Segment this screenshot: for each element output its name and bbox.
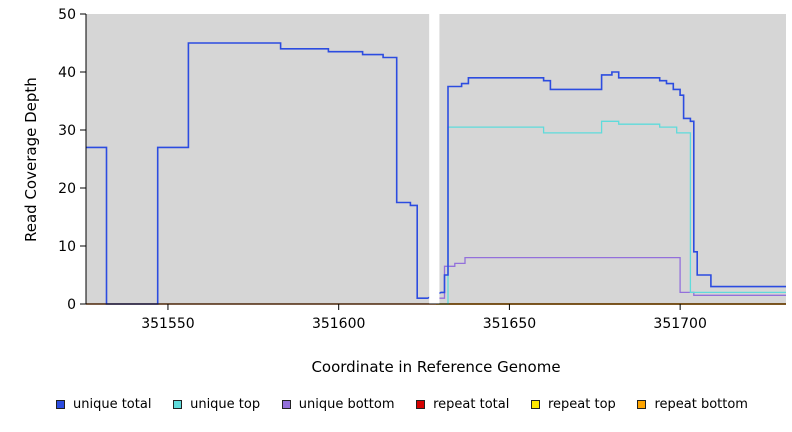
legend-item: unique total	[56, 397, 151, 412]
legend-label: repeat top	[548, 397, 616, 412]
y-tick-label: 20	[58, 181, 76, 197]
legend-label: unique total	[73, 397, 152, 412]
legend-item: unique bottom	[281, 397, 395, 412]
x-tick-label: 351600	[312, 316, 365, 332]
legend-swatch	[531, 400, 540, 409]
legend-label: repeat total	[433, 397, 510, 412]
coverage-gap-band	[429, 14, 440, 304]
legend-item: repeat total	[416, 397, 509, 412]
legend-swatch	[416, 400, 426, 409]
legend-item: repeat top	[531, 397, 616, 412]
legend-label: unique bottom	[298, 397, 395, 412]
x-tick-label: 351700	[653, 316, 706, 332]
x-tick-label: 351650	[483, 316, 536, 332]
legend: unique total unique top unique bottom repea…	[0, 397, 792, 412]
y-axis-label: Read Coverage Depth	[22, 77, 40, 242]
series-unique-top	[437, 120, 786, 305]
legend-label: unique top	[190, 397, 261, 412]
x-tick-label: 351550	[141, 316, 194, 332]
legend-swatch	[637, 400, 647, 409]
legend-swatch	[281, 400, 291, 409]
legend-swatch	[56, 400, 65, 409]
y-tick-label: 0	[67, 297, 76, 313]
y-tick-label: 30	[58, 123, 76, 139]
series-unique-total	[86, 42, 786, 305]
y-tick-label: 10	[58, 239, 76, 255]
x-axis-label: Coordinate in Reference Genome	[311, 358, 561, 376]
y-tick-label: 50	[58, 7, 76, 23]
legend-item: unique top	[173, 397, 260, 412]
legend-item: repeat bottom	[637, 397, 748, 412]
y-tick-label: 40	[58, 65, 76, 81]
coverage-chart: 0 10 20 30 40 50 351550 351600 351650 351700	[58, 7, 786, 332]
legend-label: repeat bottom	[654, 397, 748, 412]
legend-swatch	[173, 400, 183, 409]
